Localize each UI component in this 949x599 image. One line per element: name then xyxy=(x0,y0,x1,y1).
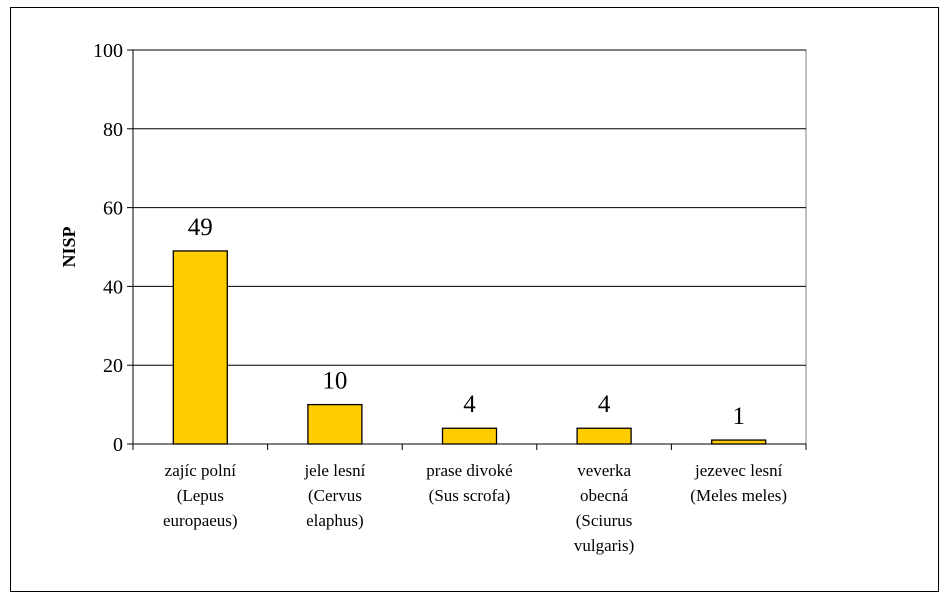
y-axis-label: NISP xyxy=(59,226,79,267)
bar xyxy=(441,427,498,445)
y-tick-label: 0 xyxy=(113,434,123,456)
y-tick-label: 80 xyxy=(103,119,123,141)
x-tick-label: veverka obecná (Sciurus vulgaris) xyxy=(574,461,634,555)
y-tick-label: 100 xyxy=(93,40,123,62)
x-tick-label: zajíc polní (Lepus europaeus) xyxy=(163,461,238,530)
y-tick-label: 60 xyxy=(103,198,123,220)
data-label: 4 xyxy=(463,391,476,418)
y-tick-label: 20 xyxy=(103,355,123,377)
x-tick-label: jezevec lesní (Meles meles) xyxy=(690,461,787,505)
data-label: 10 xyxy=(322,368,347,395)
bar xyxy=(307,403,363,445)
bar xyxy=(172,250,228,445)
chart-frame xyxy=(10,7,939,592)
bar xyxy=(711,439,767,445)
data-label: 1 xyxy=(732,403,745,430)
x-tick-label: jele lesní (Cervus elaphus) xyxy=(303,461,365,530)
y-tick-label: 40 xyxy=(103,276,123,298)
plot-area xyxy=(132,49,807,445)
data-label: 49 xyxy=(188,214,213,241)
x-tick-label: prase divoké (Sus scrofa) xyxy=(426,461,512,505)
data-label: 4 xyxy=(598,391,611,418)
bar xyxy=(576,427,632,445)
